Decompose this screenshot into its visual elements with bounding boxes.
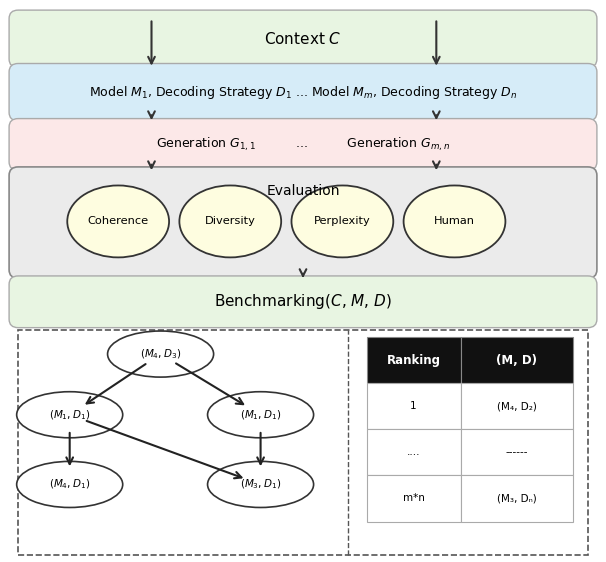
Ellipse shape [179,185,281,257]
Text: Coherence: Coherence [88,216,148,226]
Text: Diversity: Diversity [205,216,256,226]
FancyBboxPatch shape [9,119,597,170]
Text: $(M_1, D_1)$: $(M_1, D_1)$ [240,408,281,422]
FancyBboxPatch shape [9,276,597,328]
Text: Model $\mathbf{\mathit{M_1}}$, Decoding Strategy $\mathbf{\mathit{D_1}}$ ... Mod: Model $\mathbf{\mathit{M_1}}$, Decoding … [88,84,518,101]
FancyBboxPatch shape [9,64,597,121]
Ellipse shape [404,185,505,257]
Text: Context $\mathbf{\mathit{C}}$: Context $\mathbf{\mathit{C}}$ [264,31,342,47]
Text: Perplexity: Perplexity [314,216,371,226]
Ellipse shape [207,461,314,507]
Text: $(M_4, D_3)$: $(M_4, D_3)$ [140,347,181,361]
FancyBboxPatch shape [461,475,573,522]
Text: $(M_1, D_1)$: $(M_1, D_1)$ [49,408,90,422]
FancyBboxPatch shape [367,383,461,429]
Text: Human: Human [434,216,475,226]
Text: Benchmarking($\mathbf{\mathit{C}}$, $\mathbf{\mathit{M}}$, $\mathbf{\mathit{D}}$: Benchmarking($\mathbf{\mathit{C}}$, $\ma… [214,292,392,311]
Ellipse shape [207,392,314,438]
FancyBboxPatch shape [18,330,588,555]
FancyBboxPatch shape [9,167,597,278]
Text: (M₃, Dₙ): (M₃, Dₙ) [497,493,536,504]
Text: (M, D): (M, D) [496,353,537,367]
Text: $(M_3, D_1)$: $(M_3, D_1)$ [240,478,281,491]
Ellipse shape [17,461,122,507]
Text: Generation $\mathbf{\mathit{G_{1,1}}}$          ...          Generation $\mathbf: Generation $\mathbf{\mathit{G_{1,1}}}$ .… [156,136,450,153]
Ellipse shape [108,331,214,377]
FancyBboxPatch shape [461,337,573,383]
FancyBboxPatch shape [461,383,573,429]
Text: 1: 1 [410,401,417,411]
Ellipse shape [291,185,393,257]
Text: Evaluation: Evaluation [266,184,340,198]
FancyBboxPatch shape [9,10,597,67]
FancyBboxPatch shape [367,429,461,475]
Text: $(M_4, D_1)$: $(M_4, D_1)$ [49,478,90,491]
Ellipse shape [17,392,122,438]
Text: ------: ------ [505,447,528,457]
Text: m*n: m*n [402,493,425,504]
Ellipse shape [67,185,169,257]
Text: ....: .... [407,447,421,457]
Text: Ranking: Ranking [387,353,441,367]
FancyBboxPatch shape [461,429,573,475]
FancyBboxPatch shape [367,337,461,383]
Text: (M₄, D₂): (M₄, D₂) [497,401,536,411]
FancyBboxPatch shape [367,475,461,522]
